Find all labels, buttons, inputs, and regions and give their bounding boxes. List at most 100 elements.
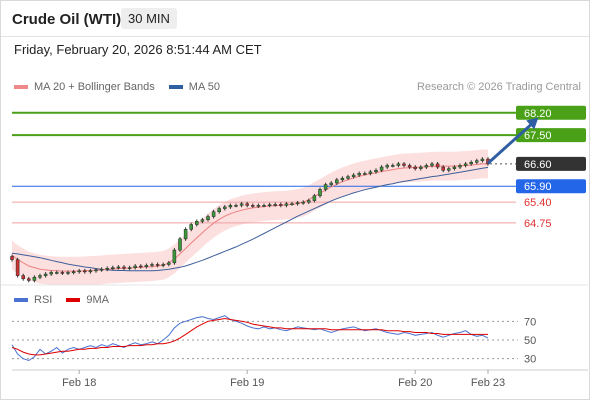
- candle-body: [94, 269, 98, 272]
- candle-body: [223, 206, 227, 209]
- candle-body: [15, 259, 20, 276]
- candle-body: [318, 189, 322, 197]
- candle-body: [402, 163, 406, 166]
- candle-body: [111, 267, 115, 269]
- rsi-legend: RSI 9MA: [14, 294, 123, 306]
- candle-body: [60, 272, 65, 274]
- legend-label-ma20: MA 20 + Bollinger Bands: [34, 81, 155, 93]
- candle-body: [88, 270, 93, 273]
- legend-label-9ma: 9MA: [86, 294, 109, 306]
- level-label-67-50: 67.50: [524, 130, 552, 142]
- legend-item-ma20: MA 20 + Bollinger Bands: [14, 81, 155, 93]
- level-label-65-90: 65.90: [524, 181, 552, 193]
- candle-body: [99, 268, 104, 271]
- candle-body: [335, 179, 339, 184]
- level-tag-65-90: [516, 179, 586, 194]
- candle-body: [172, 249, 177, 264]
- candle-body: [284, 203, 289, 206]
- candle-body: [435, 163, 440, 168]
- candle-body: [127, 267, 132, 269]
- candle-body: [245, 203, 249, 206]
- level-tag-68-20: [516, 105, 586, 120]
- legend-label-ma50: MA 50: [188, 81, 220, 93]
- candle-body: [66, 272, 70, 274]
- candle-body: [469, 162, 473, 165]
- candle-body: [307, 200, 311, 203]
- candle-body: [195, 221, 199, 225]
- candle-body: [351, 174, 356, 177]
- level-label-65-40: 65.40: [524, 197, 552, 209]
- candle-body: [368, 171, 373, 174]
- candle-body: [458, 165, 462, 168]
- legend-item-ma50: MA 50: [168, 81, 220, 93]
- candle-body: [357, 173, 361, 176]
- candle-body: [385, 165, 389, 168]
- bollinger-band: [12, 149, 488, 286]
- research-credit: Research © 2026 Trading Central: [416, 81, 581, 93]
- timeframe-badge[interactable]: 30 MIN: [121, 8, 177, 29]
- candle-body: [329, 182, 333, 185]
- x-tick-label: Feb 18: [62, 377, 96, 389]
- candle-body: [38, 275, 42, 278]
- instrument-title: Crude Oil (WTI): [12, 11, 122, 28]
- candle-body: [323, 184, 328, 190]
- candle-body: [267, 204, 272, 206]
- level-label-66-60: 66.60: [524, 159, 552, 171]
- legend-label-rsi: RSI: [34, 294, 53, 306]
- candle-body: [122, 266, 126, 269]
- candle-body: [32, 276, 37, 281]
- candle-body: [178, 238, 182, 251]
- candle-body: [340, 177, 345, 181]
- candle-body: [273, 204, 277, 206]
- level-tag-66-60: [516, 156, 586, 171]
- candle-body: [27, 278, 31, 281]
- price-legend: MA 20 + Bollinger Bands MA 50: [14, 81, 234, 93]
- x-tick-label: Feb 23: [471, 377, 505, 389]
- candle-body: [83, 270, 87, 273]
- candle-body: [279, 204, 283, 206]
- rsi-tick-50: 50: [524, 335, 536, 347]
- candle-body: [55, 272, 59, 274]
- candle-body: [10, 256, 14, 260]
- candle-body: [256, 205, 261, 207]
- candle-body: [139, 265, 143, 268]
- rsi-line: [11, 315, 489, 362]
- candle-body: [295, 202, 300, 205]
- candle-body: [161, 264, 165, 266]
- candle-body: [206, 216, 210, 220]
- candle-body: [290, 203, 294, 206]
- candle-body: [116, 266, 121, 269]
- candle-body: [480, 158, 485, 161]
- legend-item-9ma: 9MA: [66, 294, 109, 306]
- legend-item-rsi: RSI: [14, 294, 52, 306]
- level-label-64-75: 64.75: [524, 218, 552, 230]
- candle-body: [71, 271, 76, 274]
- rsi-9ma-line: [11, 317, 488, 356]
- candle-body: [363, 173, 367, 175]
- legend-swatch-ma20: [14, 85, 28, 89]
- candle-body: [251, 205, 255, 207]
- candle-body: [217, 208, 221, 213]
- candle-body: [391, 165, 395, 167]
- candle-body: [262, 205, 266, 207]
- candle-body: [155, 264, 160, 266]
- candle-body: [419, 166, 423, 169]
- candles-group: [10, 157, 490, 283]
- candle-body: [239, 203, 244, 206]
- candle-body: [189, 224, 193, 230]
- candle-body: [447, 168, 451, 171]
- candle-body: [424, 165, 429, 168]
- candle-body: [49, 272, 53, 275]
- ma20-line: [11, 163, 488, 272]
- ma50-line: [11, 166, 489, 272]
- candle-body: [430, 163, 434, 166]
- x-tick-label: Feb 20: [398, 377, 432, 389]
- candle-body: [346, 176, 350, 179]
- candle-body: [167, 262, 171, 265]
- candle-body: [475, 160, 479, 163]
- rsi-tick-70: 70: [524, 316, 536, 328]
- rsi-tick-30: 30: [524, 354, 536, 366]
- candle-body: [452, 166, 457, 169]
